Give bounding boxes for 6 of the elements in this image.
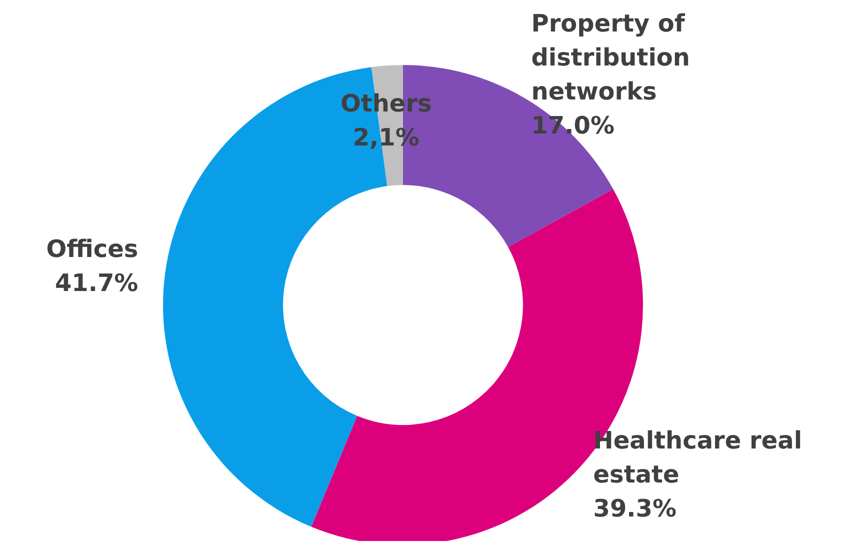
data-label: 39.3% xyxy=(593,494,677,523)
slice-label: Others xyxy=(340,89,432,118)
data-label: 2,1% xyxy=(352,123,420,152)
data-label: 41.7% xyxy=(54,268,138,297)
slice-label: Offices xyxy=(46,234,138,263)
slice-label: Property of distribution networks xyxy=(531,9,690,106)
